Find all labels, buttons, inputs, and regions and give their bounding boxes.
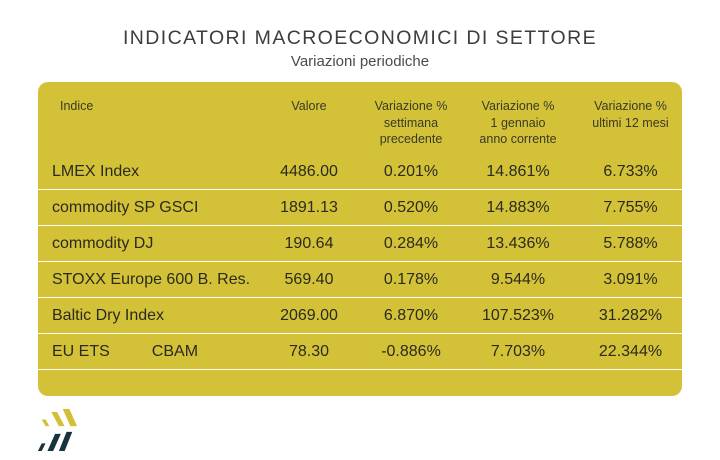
valore-cell: 569.40 (284, 270, 334, 288)
var-anno-cell: 14.883% (486, 198, 550, 216)
diagonal-stripes-logo-icon (37, 409, 78, 451)
valore-cell: 1891.13 (280, 198, 338, 216)
index-name-secondary: CBAM (151, 342, 199, 360)
index-name-cell: commodity DJ (52, 234, 154, 252)
page-title: INDICATORI MACROECONOMICI DI SETTORE (122, 27, 597, 49)
var-anno-cell: 9.544% (490, 270, 546, 288)
table-row: commodity SP GSCI 1891.13 0.520% 14.883%… (38, 190, 682, 226)
index-name-cell: EU ETS CBAM (38, 343, 253, 361)
var-settimana-cell: -0.886% (381, 342, 441, 360)
var-settimana-cell: 0.201% (383, 162, 439, 180)
valore-cell: 4486.00 (280, 162, 338, 180)
var-anno-cell: 107.523% (481, 306, 555, 324)
column-header-var-anno: Variazione % 1 gennaio anno corrente (479, 99, 557, 146)
var-settimana-cell: 0.520% (383, 198, 439, 216)
index-name-cell: Baltic Dry Index (52, 306, 165, 324)
var-settimana-cell: 6.870% (383, 306, 439, 324)
column-header-valore: Valore (291, 99, 327, 113)
indicators-table: Indice Valore Variazione % settimana pre… (38, 82, 682, 396)
index-name-cell: commodity SP GSCI (52, 198, 199, 216)
valore-cell: 78.30 (288, 342, 330, 360)
var-12-mesi-cell: 31.282% (598, 306, 663, 324)
table-row: STOXX Europe 600 B. Res. 569.40 0.178% 9… (38, 262, 682, 298)
valore-cell: 190.64 (284, 234, 334, 252)
var-anno-cell: 7.703% (490, 342, 546, 360)
column-header-indice: Indice (60, 99, 94, 113)
var-12-mesi-cell: 22.344% (598, 342, 663, 360)
var-12-mesi-cell: 5.788% (603, 234, 658, 252)
var-12-mesi-cell: 7.755% (603, 198, 658, 216)
table-row: LMEX Index 4486.00 0.201% 14.861% 6.733% (38, 154, 682, 190)
index-name-cell: STOXX Europe 600 B. Res. (52, 270, 251, 288)
table-header-row: Indice Valore Variazione % settimana pre… (38, 82, 682, 154)
index-name-primary: EU ETS (52, 342, 110, 360)
var-settimana-cell: 0.284% (383, 234, 439, 252)
var-anno-cell: 13.436% (486, 234, 550, 252)
index-name-cell: LMEX Index (52, 162, 140, 180)
var-settimana-cell: 0.178% (383, 270, 439, 288)
table-row: EU ETS CBAM 78.30 -0.886% 7.703% 22.344% (38, 334, 682, 370)
var-anno-cell: 14.861% (486, 162, 550, 180)
var-12-mesi-cell: 6.733% (603, 162, 658, 180)
column-header-var-12-mesi: Variazione % ultimi 12 mesi (592, 99, 669, 130)
table-row: Baltic Dry Index 2069.00 6.870% 107.523%… (38, 298, 682, 334)
valore-cell: 2069.00 (280, 306, 338, 324)
table-row: commodity DJ 190.64 0.284% 13.436% 5.788… (38, 226, 682, 262)
column-header-var-settimana: Variazione % settimana precedente (374, 99, 448, 146)
var-12-mesi-cell: 3.091% (603, 270, 658, 288)
page-subtitle: Variazioni periodiche (290, 53, 430, 70)
